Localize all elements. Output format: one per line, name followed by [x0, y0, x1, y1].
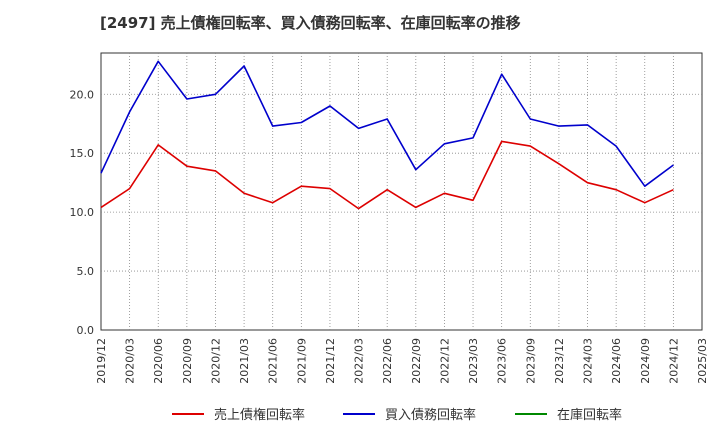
y-tick-label: 0.0 — [77, 324, 95, 337]
y-tick-label: 5.0 — [77, 265, 95, 278]
x-tick-label: 2024/03 — [582, 338, 595, 384]
plot-area — [100, 52, 703, 331]
x-tick-label: 2019/12 — [95, 338, 108, 384]
x-tick-label: 2022/06 — [381, 338, 394, 384]
x-tick-label: 2024/09 — [639, 338, 652, 384]
x-tick-label: 2022/12 — [438, 338, 451, 384]
x-tick-label: 2020/06 — [152, 338, 165, 384]
x-tick-label: 2024/06 — [610, 338, 623, 384]
grid-layer — [100, 52, 703, 331]
chart-title: [2497] 売上債権回転率、買入債務回転率、在庫回転率の推移 — [100, 14, 521, 32]
x-tick-label: 2023/12 — [553, 338, 566, 384]
legend-label: 買入債務回転率 — [385, 407, 476, 423]
x-tick-label: 2021/09 — [295, 338, 308, 384]
axis-layer: 0.0 5.0 10.0 15.0 20.0 2019/12 2020/03 2020/06 2… — [70, 88, 710, 383]
x-tick-label: 2020/03 — [124, 338, 137, 384]
series-line — [100, 140, 674, 210]
x-tick-label: 2020/09 — [181, 338, 194, 384]
x-tick-label: 2022/03 — [353, 338, 366, 384]
series-line — [100, 60, 674, 187]
y-tick-label: 15.0 — [70, 147, 95, 160]
legend: 売上債権回転率 買入債務回転率 在庫回転率 — [172, 407, 622, 423]
x-tick-label: 2022/09 — [410, 338, 423, 384]
x-tick-label: 2021/12 — [324, 338, 337, 384]
x-tick-label: 2024/12 — [667, 338, 680, 384]
x-tick-label: 2025/03 — [696, 338, 709, 384]
x-tick-label: 2023/03 — [467, 338, 480, 384]
y-tick-label: 20.0 — [70, 88, 95, 101]
y-tick-label: 10.0 — [70, 206, 95, 219]
x-tick-label: 2021/03 — [238, 338, 251, 384]
series-layer — [100, 60, 674, 210]
x-tick-label: 2023/09 — [524, 338, 537, 384]
x-tick-label: 2023/06 — [496, 338, 509, 384]
x-tick-label: 2020/12 — [209, 338, 222, 384]
legend-label: 在庫回転率 — [557, 407, 622, 423]
legend-label: 売上債権回転率 — [214, 407, 305, 423]
x-tick-label: 2021/06 — [267, 338, 280, 384]
